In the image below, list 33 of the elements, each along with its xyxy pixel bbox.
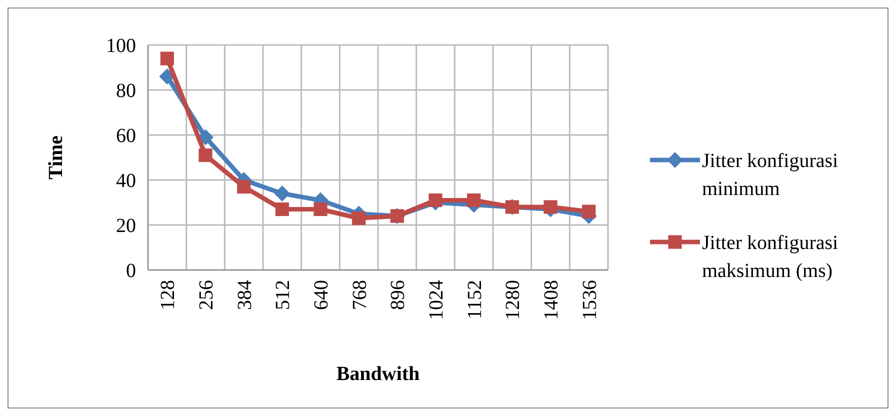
- x-tick-label: 1536: [578, 280, 601, 320]
- y-tick-label: 60: [116, 125, 136, 147]
- legend-label: Jitter konfigurasi maksimum (ms): [702, 232, 839, 282]
- x-tick-label: 1280: [502, 280, 524, 320]
- point: [198, 148, 212, 162]
- x-tick-label: 1024: [426, 280, 448, 320]
- point: [467, 193, 481, 208]
- x-tick-label: 384: [234, 280, 256, 310]
- x-tick-label: 256: [196, 280, 218, 310]
- y-tick-label: 80: [116, 80, 136, 102]
- point: [352, 211, 366, 226]
- x-tick-label: 1408: [540, 280, 562, 320]
- point: [274, 186, 290, 202]
- point: [428, 193, 442, 208]
- y-axis-title: Time: [45, 135, 67, 180]
- y-tick-label: 20: [116, 215, 136, 237]
- legend-label: Jitter konfigurasi minimum: [702, 150, 839, 200]
- point: [160, 52, 174, 66]
- x-tick-label: 896: [387, 280, 410, 310]
- point: [237, 180, 251, 194]
- point: [275, 202, 289, 216]
- y-tick-label: 100: [106, 35, 136, 57]
- x-tick-label: 128: [157, 280, 180, 310]
- point: [314, 202, 328, 216]
- x-tick-label: 512: [272, 280, 294, 310]
- point: [544, 200, 558, 214]
- x-tick-label: 768: [348, 280, 371, 310]
- y-tick-label: 0: [126, 260, 136, 282]
- x-axis-title: Bandwith: [336, 363, 420, 385]
- point: [582, 204, 596, 218]
- y-tick-label: 40: [116, 170, 136, 192]
- x-tick-label: 640: [310, 280, 332, 310]
- x-tick-label: 1152: [464, 280, 486, 320]
